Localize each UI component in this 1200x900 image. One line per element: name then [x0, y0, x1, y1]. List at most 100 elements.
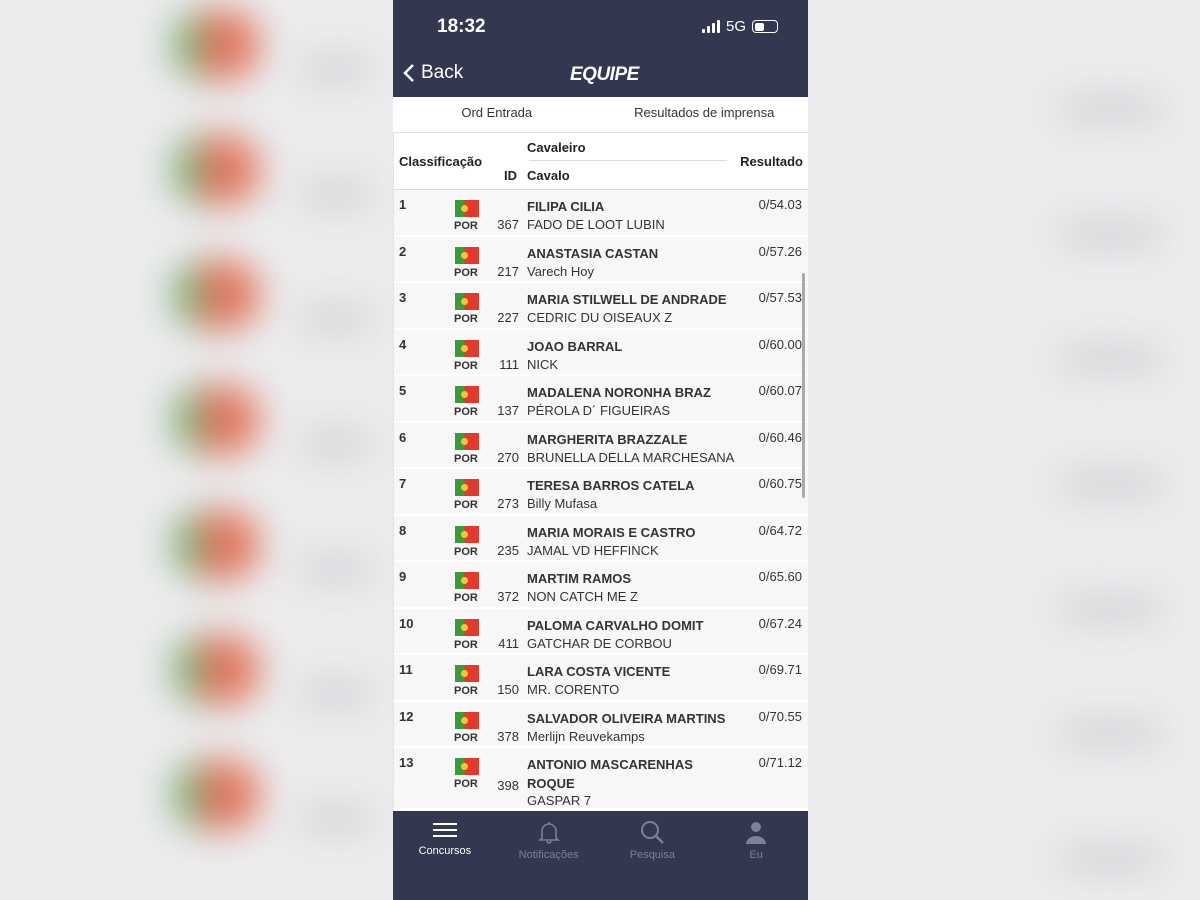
nav-concursos[interactable]: Concursos [393, 811, 497, 900]
blurred-blob [170, 260, 260, 330]
rider-id: 367 [497, 217, 519, 232]
result: 0/60.07 [758, 383, 802, 398]
blurred-bar [1060, 725, 1160, 743]
table-row[interactable]: 2 POR 217 ANASTASIA CASTAN Varech Hoy 0/… [394, 236, 808, 283]
rank: 10 [399, 615, 414, 631]
blurred-bar [300, 810, 370, 828]
nav-pesquisa[interactable]: Pesquisa [601, 811, 705, 900]
table-row[interactable]: 5 POR 137 MADALENA NORONHA BRAZ PÉROLA D… [394, 376, 808, 423]
nav-label: Notificações [518, 849, 579, 861]
rank: 8 [399, 522, 407, 538]
portugal-flag-icon [455, 339, 479, 357]
nation: POR [454, 592, 478, 604]
nation: POR [454, 452, 478, 465]
horse-name: Billy Mufasa [527, 496, 598, 511]
result: 0/70.55 [758, 708, 802, 724]
header-horse: Cavalo [527, 168, 570, 183]
rider-id: 227 [497, 310, 519, 325]
rider-name: FILIPA CILIA [527, 199, 605, 214]
rider-id: 111 [499, 356, 519, 372]
battery-icon [752, 20, 778, 33]
rider-name: MARIA MORAIS E CASTRO [527, 524, 696, 540]
nav-eu[interactable]: Eu [704, 811, 808, 900]
header-rank: Classificação [399, 154, 483, 169]
table-row[interactable]: 10 POR 411 PALOMA CARVALHO DOMIT GATCHAR… [394, 608, 808, 655]
portugal-flag-icon [455, 200, 479, 217]
blurred-blob [170, 510, 260, 580]
table-row[interactable]: 11 POR 150 LARA COSTA VICENTE MR. CORENT… [394, 655, 808, 702]
result: 0/54.03 [758, 197, 802, 212]
signal-icon [701, 20, 720, 33]
rider-name: PALOMA CARVALHO DOMIT [527, 617, 704, 633]
rank: 3 [399, 290, 407, 305]
nation: POR [454, 545, 478, 558]
table-row[interactable]: 4 POR 111 JOAO BARRAL NICK 0/60.00 [394, 329, 808, 376]
result: 0/67.24 [758, 615, 802, 631]
rider-name: TERESA BARROS CATELA [527, 478, 695, 493]
nav-label: Pesquisa [629, 849, 675, 861]
portugal-flag-icon [455, 246, 479, 264]
result: 0/71.12 [758, 755, 802, 770]
blurred-bar [1060, 850, 1160, 868]
rider-name: MARTIM RAMOS [527, 571, 631, 586]
table-row[interactable]: 1 POR 367 FILIPA CILIA FADO DE LOOT LUBI… [394, 190, 808, 237]
result: 0/60.00 [758, 336, 802, 352]
result: 0/60.75 [758, 476, 802, 491]
app-header: 18:32 5G Back EQUIPE [393, 0, 808, 97]
blurred-bar [300, 60, 370, 78]
result: 0/60.46 [758, 429, 802, 445]
header-result: Resultado [740, 154, 803, 169]
network-label: 5G [725, 18, 746, 35]
table-header: Classificação ID Cavaleiro Cavalo Result… [394, 133, 808, 190]
result: 0/57.26 [758, 243, 802, 259]
blurred-bar [1060, 225, 1160, 243]
nation: POR [454, 778, 478, 790]
rank: 4 [399, 336, 407, 352]
table-row[interactable]: 12 POR 378 SALVADOR OLIVEIRA MARTINS Mer… [394, 701, 808, 748]
horse-name: JAMAL VD HEFFINCK [527, 542, 659, 558]
rider-name: ANASTASIA CASTAN [527, 245, 659, 261]
tab-resultados-imprensa[interactable]: Resultados de imprensa [634, 105, 775, 120]
horse-name: NICK [527, 356, 559, 372]
nation: POR [454, 685, 478, 697]
blurred-bar [1060, 600, 1160, 618]
tab-bar: Ord Entrada Resultados de imprensa [393, 97, 808, 133]
blurred-bar [1060, 100, 1160, 118]
rank: 7 [399, 476, 407, 491]
header-divider [529, 160, 727, 161]
rider-id: 235 [497, 542, 519, 558]
nation: POR [454, 359, 478, 372]
bell-icon [537, 822, 560, 844]
portugal-flag-icon [455, 665, 479, 682]
nation: POR [454, 499, 478, 511]
nation: POR [454, 406, 478, 418]
rider-id: 270 [497, 449, 519, 465]
rider-id: 137 [497, 403, 519, 418]
nav-notificacoes[interactable]: Notificações [497, 811, 601, 900]
tab-ord-entrada[interactable]: Ord Entrada [461, 105, 533, 120]
table-row[interactable]: 3 POR 227 MARIA STILWELL DE ANDRADE CEDR… [394, 283, 808, 330]
portugal-flag-icon [455, 479, 479, 496]
header-id: ID [504, 168, 517, 183]
rank: 6 [399, 429, 407, 445]
rank: 5 [399, 383, 407, 398]
blurred-blob [170, 635, 260, 705]
horse-name: Merlijn Reuvekamps [527, 728, 645, 744]
status-time: 18:32 [437, 16, 486, 37]
rider-id: 150 [497, 682, 519, 697]
scrollbar[interactable] [802, 273, 805, 498]
blurred-blob [170, 135, 260, 205]
rider-name: LARA COSTA VICENTE [527, 664, 671, 679]
table-row[interactable]: 9 POR 372 MARTIM RAMOS NON CATCH ME Z 0/… [394, 562, 808, 609]
table-row[interactable]: 6 POR 270 MARGHERITA BRAZZALE BRUNELLA D… [394, 422, 808, 469]
rider-id: 273 [497, 496, 519, 511]
nation: POR [454, 313, 478, 325]
table-row[interactable]: 13 POR 398 ANTONIO MASCARENHAS ROQUE GAS… [394, 748, 808, 810]
back-button[interactable]: Back [403, 62, 463, 84]
table-row[interactable]: 7 POR 273 TERESA BARROS CATELA Billy Muf… [394, 469, 808, 516]
blurred-bar [300, 185, 370, 203]
rank: 12 [399, 708, 414, 724]
table-row[interactable]: 8 POR 235 MARIA MORAIS E CASTRO JAMAL VD… [394, 515, 808, 562]
rank: 1 [399, 197, 407, 212]
portugal-flag-icon [455, 711, 479, 729]
